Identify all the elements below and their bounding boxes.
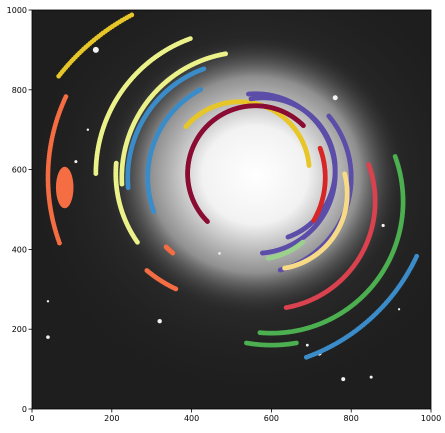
series-10-point	[326, 113, 332, 119]
series-1-point	[183, 124, 189, 130]
x-tick-label-3: 600	[264, 414, 279, 423]
series-20-point	[173, 286, 179, 292]
series-7-point	[414, 253, 420, 259]
series-8-point	[248, 96, 254, 102]
series-5-point	[125, 185, 131, 191]
star-1	[332, 95, 338, 101]
star-9	[218, 252, 221, 255]
series-11-point	[205, 219, 210, 224]
series-0	[56, 12, 135, 79]
star-0	[92, 46, 99, 53]
star-8	[86, 128, 90, 131]
series-2-point	[119, 181, 125, 187]
series-9	[246, 91, 338, 256]
x-axis: 0 200 400 600 800 1000	[29, 409, 441, 423]
star-6	[341, 377, 346, 382]
series-12-point	[317, 145, 323, 151]
series-3	[93, 36, 193, 176]
star-12	[46, 300, 50, 303]
x-tick-label-4: 800	[344, 414, 359, 423]
series-20	[144, 268, 179, 292]
star-7	[74, 160, 78, 164]
series-4-point	[135, 239, 140, 245]
series-2	[119, 51, 229, 187]
series-6-point	[151, 209, 157, 215]
series-11	[185, 103, 306, 224]
plot-area	[32, 10, 431, 409]
y-tick-label-5: 1000	[7, 6, 27, 15]
y-tick-label-3: 600	[12, 166, 27, 175]
series-0-point	[56, 73, 62, 79]
series-18	[55, 166, 74, 209]
series-19	[45, 94, 69, 246]
y-tick-label-4: 800	[12, 86, 27, 95]
series-4	[113, 160, 140, 245]
star-2	[157, 319, 162, 324]
x-tick-label-1: 200	[104, 414, 119, 423]
series-16-point	[392, 154, 398, 159]
series-15	[265, 239, 306, 261]
series-16	[257, 154, 406, 336]
series-15-point	[300, 239, 306, 245]
plot-frame	[31, 9, 432, 410]
background-stars	[46, 46, 401, 382]
series-marks	[45, 12, 420, 360]
x-tick-label-0: 0	[29, 414, 34, 423]
series-13	[283, 162, 378, 311]
star-13	[397, 308, 401, 311]
star-11	[305, 343, 309, 347]
series-21	[163, 244, 176, 256]
series-9-point	[246, 91, 251, 97]
x-tick-label-5: 1000	[421, 414, 441, 423]
star-3	[46, 335, 50, 339]
series-12	[311, 145, 328, 223]
series-7	[303, 253, 420, 360]
y-tick-label-0: 0	[22, 405, 27, 414]
series-5	[125, 66, 207, 191]
series-17	[244, 340, 299, 348]
series-3-point	[93, 171, 99, 176]
series-13-point	[366, 162, 372, 168]
y-tick-label-1: 200	[12, 325, 27, 334]
x-tick-label-2: 400	[184, 414, 199, 423]
series-14	[282, 171, 350, 271]
series-21-point	[170, 250, 176, 256]
series-6	[145, 87, 204, 215]
series-19-point	[57, 240, 62, 246]
series-18-blob	[55, 166, 74, 209]
star-10	[369, 375, 373, 379]
series-17-point	[293, 340, 299, 346]
series-14-point	[342, 171, 348, 177]
y-axis: 0 200 400 600 800 1000	[7, 6, 32, 414]
star-4	[381, 223, 385, 228]
y-tick-label-2: 400	[12, 245, 27, 254]
